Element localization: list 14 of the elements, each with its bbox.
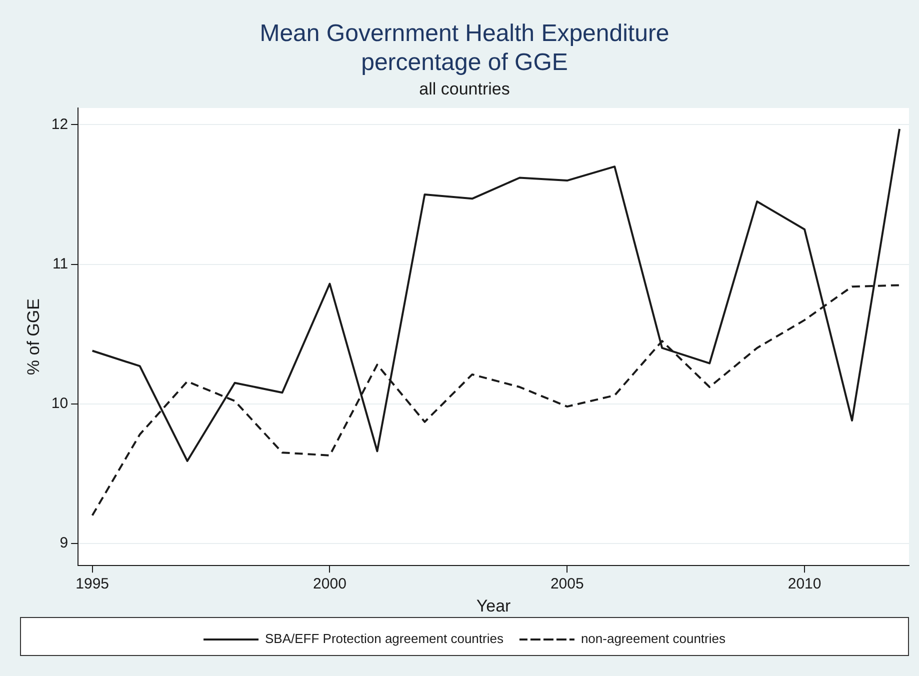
x-tick-label: 2010 — [788, 576, 822, 593]
legend-label: SBA/EFF Protection agreement countries — [265, 631, 504, 646]
y-tick-label: 10 — [51, 394, 68, 412]
y-tick-label: 11 — [52, 255, 68, 272]
y-tick-label: 12 — [51, 116, 68, 133]
x-tick-label: 2000 — [313, 576, 346, 593]
y-tick-label: 9 — [60, 534, 68, 552]
chart-subtitle: all countries — [419, 79, 510, 98]
legend-label: non-agreement countries — [580, 631, 726, 646]
y-axis-title: % of GGE — [24, 298, 43, 376]
x-axis-title: Year — [476, 596, 512, 616]
x-tick-label: 2005 — [550, 576, 584, 593]
x-tick-label: 1995 — [76, 576, 110, 593]
chart-title: Mean Government Health Expenditure percentage of GGE — [260, 20, 670, 76]
